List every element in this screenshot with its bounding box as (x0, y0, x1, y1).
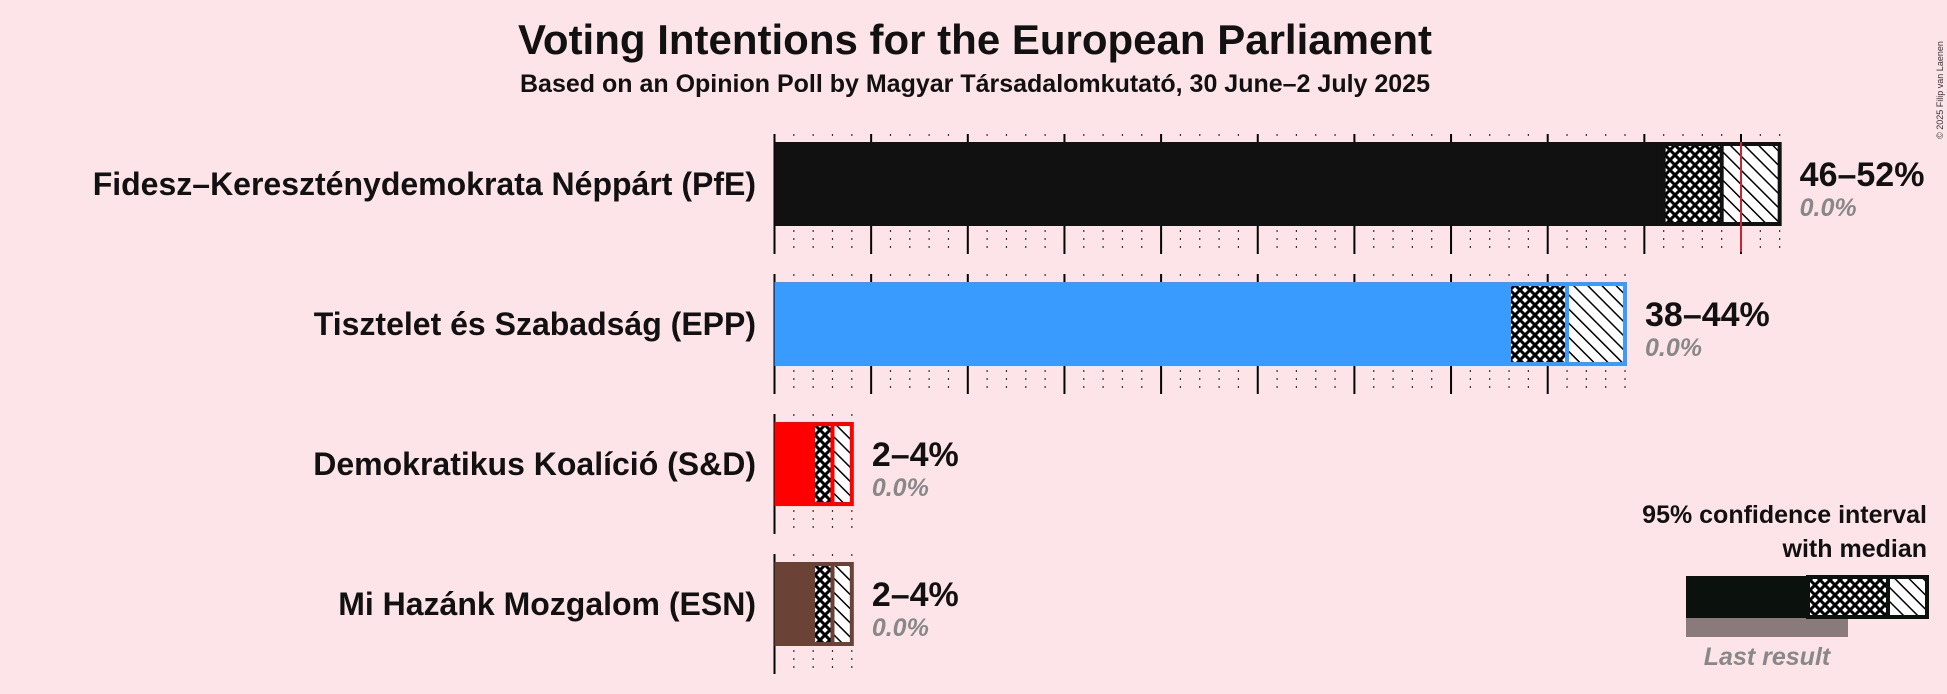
bar-solid (774, 282, 1510, 366)
bar-solid (774, 562, 814, 646)
party-label: Demokratikus Koalíció (S&D) (313, 446, 756, 482)
legend-last-result-label: Last result (1704, 643, 1832, 671)
copyright-note: © 2025 Filip van Laenen (1935, 41, 1945, 139)
bar-solid (774, 422, 814, 506)
bar-ci-lower-hatch (813, 424, 833, 504)
legend-solid-bar (1686, 576, 1808, 618)
last-result-label: 0.0% (872, 614, 929, 642)
legend: 95% confidence interval with median Last… (1642, 501, 1929, 671)
legend-ci-label-line2: with median (1782, 535, 1927, 563)
bar-ci-upper-hatch (832, 424, 852, 504)
bar-ci-upper-hatch (832, 564, 852, 644)
party-label: Fidesz–Kereszténydemokrata Néppárt (PfE) (93, 166, 756, 202)
bar-ci-upper-hatch (1721, 144, 1780, 224)
range-label: 46–52% (1800, 156, 1925, 194)
legend-outline (1806, 575, 1929, 619)
bars-layer: Fidesz–Kereszténydemokrata Néppárt (PfE)… (93, 142, 1925, 646)
bar-solid (774, 142, 1664, 226)
chart-title: Voting Intentions for the European Parli… (518, 16, 1432, 63)
party-label: Mi Hazánk Mozgalom (ESN) (338, 586, 756, 622)
bar-ci-lower-hatch (1509, 284, 1568, 364)
party-label: Tisztelet és Szabadság (EPP) (314, 306, 756, 342)
last-result-label: 0.0% (1645, 334, 1702, 362)
legend-last-result-bar (1686, 618, 1848, 637)
range-label: 2–4% (872, 576, 959, 614)
chart-subtitle: Based on an Opinion Poll by Magyar Társa… (520, 70, 1430, 98)
bar-ci-upper-hatch (1567, 284, 1626, 364)
legend-diag-hatch (1888, 578, 1927, 616)
legend-ci-label-line1: 95% confidence interval (1642, 501, 1927, 529)
bar-ci-lower-hatch (1663, 144, 1722, 224)
range-label: 2–4% (872, 436, 959, 474)
last-result-label: 0.0% (1800, 194, 1857, 222)
range-label: 38–44% (1645, 296, 1770, 334)
legend-cross-hatch (1808, 578, 1888, 616)
bar-ci-lower-hatch (813, 564, 833, 644)
last-result-label: 0.0% (872, 474, 929, 502)
